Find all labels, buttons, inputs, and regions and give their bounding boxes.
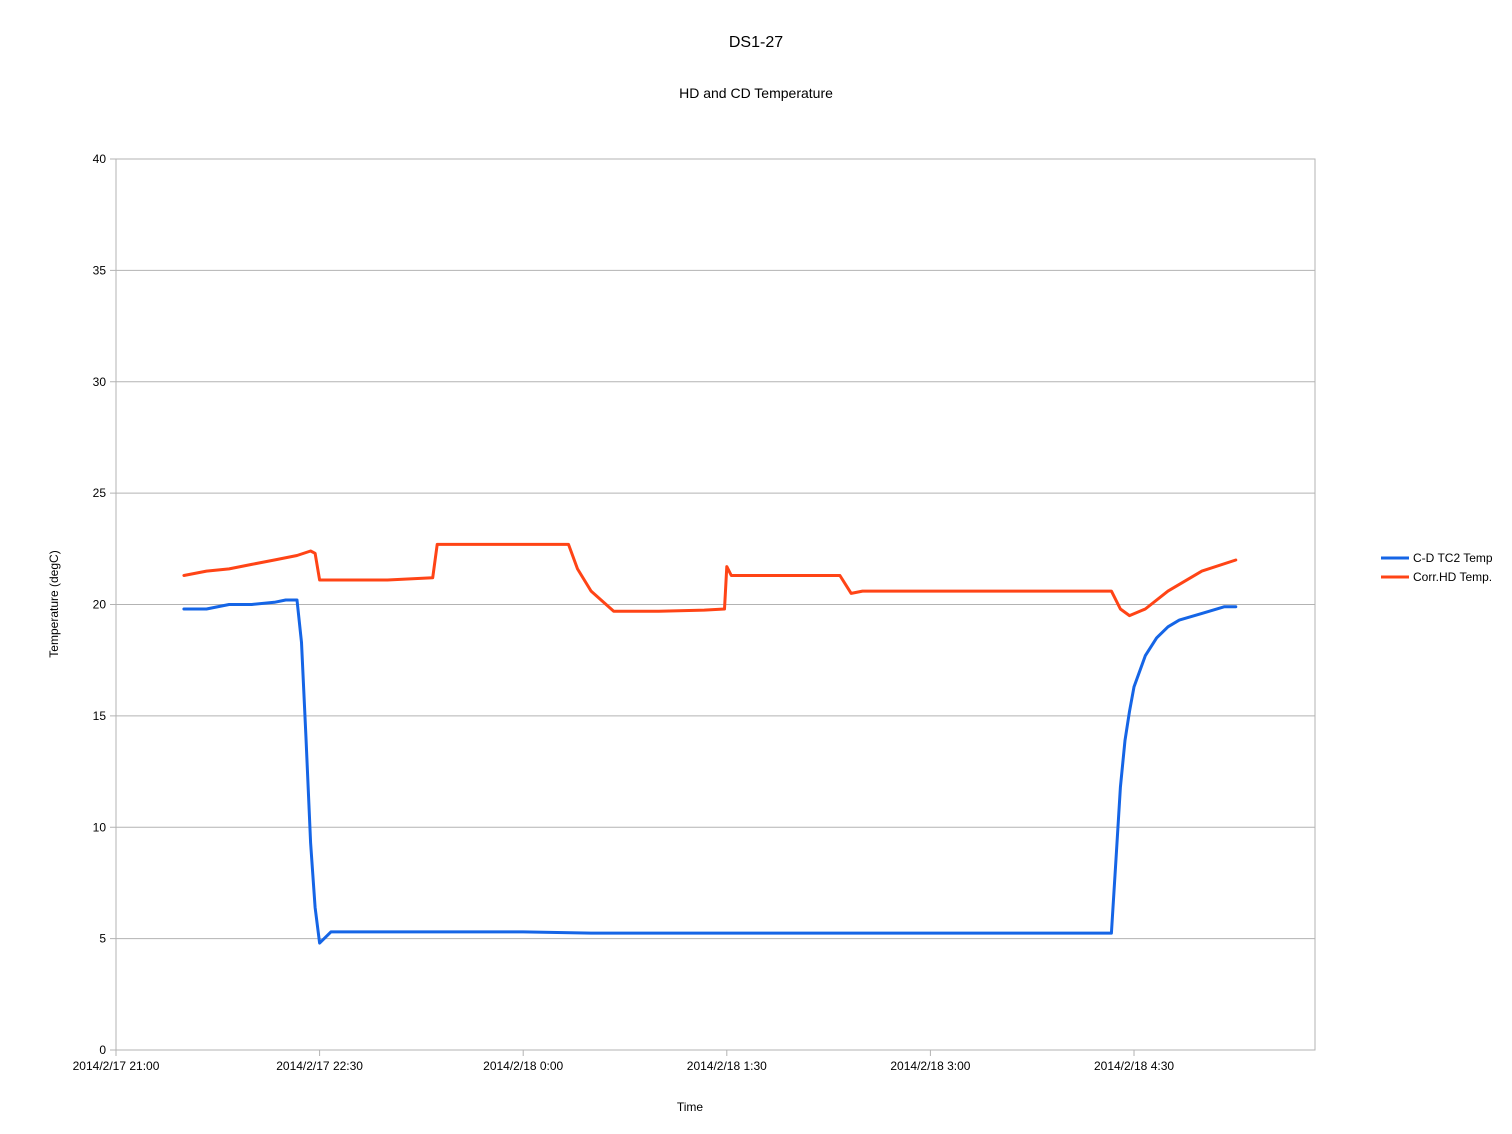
legend-label-1: Corr.HD Temp.: [1413, 570, 1492, 584]
chart-subtitle: HD and CD Temperature: [679, 85, 833, 101]
y-tick-label-3: 15: [93, 709, 107, 723]
x-tick-label-3: 2014/2/18 1:30: [687, 1059, 767, 1073]
x-axis-label: Time: [677, 1100, 704, 1114]
y-axis-label: Temperature (degC): [47, 550, 61, 657]
y-tick-label-2: 10: [93, 820, 107, 834]
x-tick-label-5: 2014/2/18 4:30: [1094, 1059, 1174, 1073]
y-tick-label-1: 5: [99, 932, 106, 946]
plot-series: [182, 542, 1238, 945]
x-axis-ticks: 2014/2/17 21:00 2014/2/17 22:30 2014/2/18 …: [73, 1050, 1174, 1073]
series-line-0: [182, 598, 1238, 945]
y-tick-label-6: 30: [93, 375, 107, 389]
x-tick-label-0: 2014/2/17 21:00: [73, 1059, 160, 1073]
y-tick-label-8: 40: [93, 152, 107, 166]
gridlines: [115, 158, 1316, 1051]
chart-title: DS1-27: [729, 34, 783, 51]
x-tick-label-4: 2014/2/18 3:00: [890, 1059, 970, 1073]
y-tick-label-7: 35: [93, 263, 107, 277]
legend: C-D TC2 Temp Corr.HD Temp.: [1381, 551, 1493, 584]
y-tick-label-4: 20: [93, 598, 107, 612]
x-tick-label-2: 2014/2/18 0:00: [483, 1059, 563, 1073]
y-tick-label-0: 0: [99, 1043, 106, 1057]
x-tick-label-1: 2014/2/17 22:30: [276, 1059, 363, 1073]
series-line-1: [182, 542, 1238, 618]
legend-label-0: C-D TC2 Temp: [1413, 551, 1493, 565]
y-axis-ticks: 0 5 10 15 20 25 30 35 40: [93, 152, 116, 1057]
y-tick-label-5: 25: [93, 486, 107, 500]
